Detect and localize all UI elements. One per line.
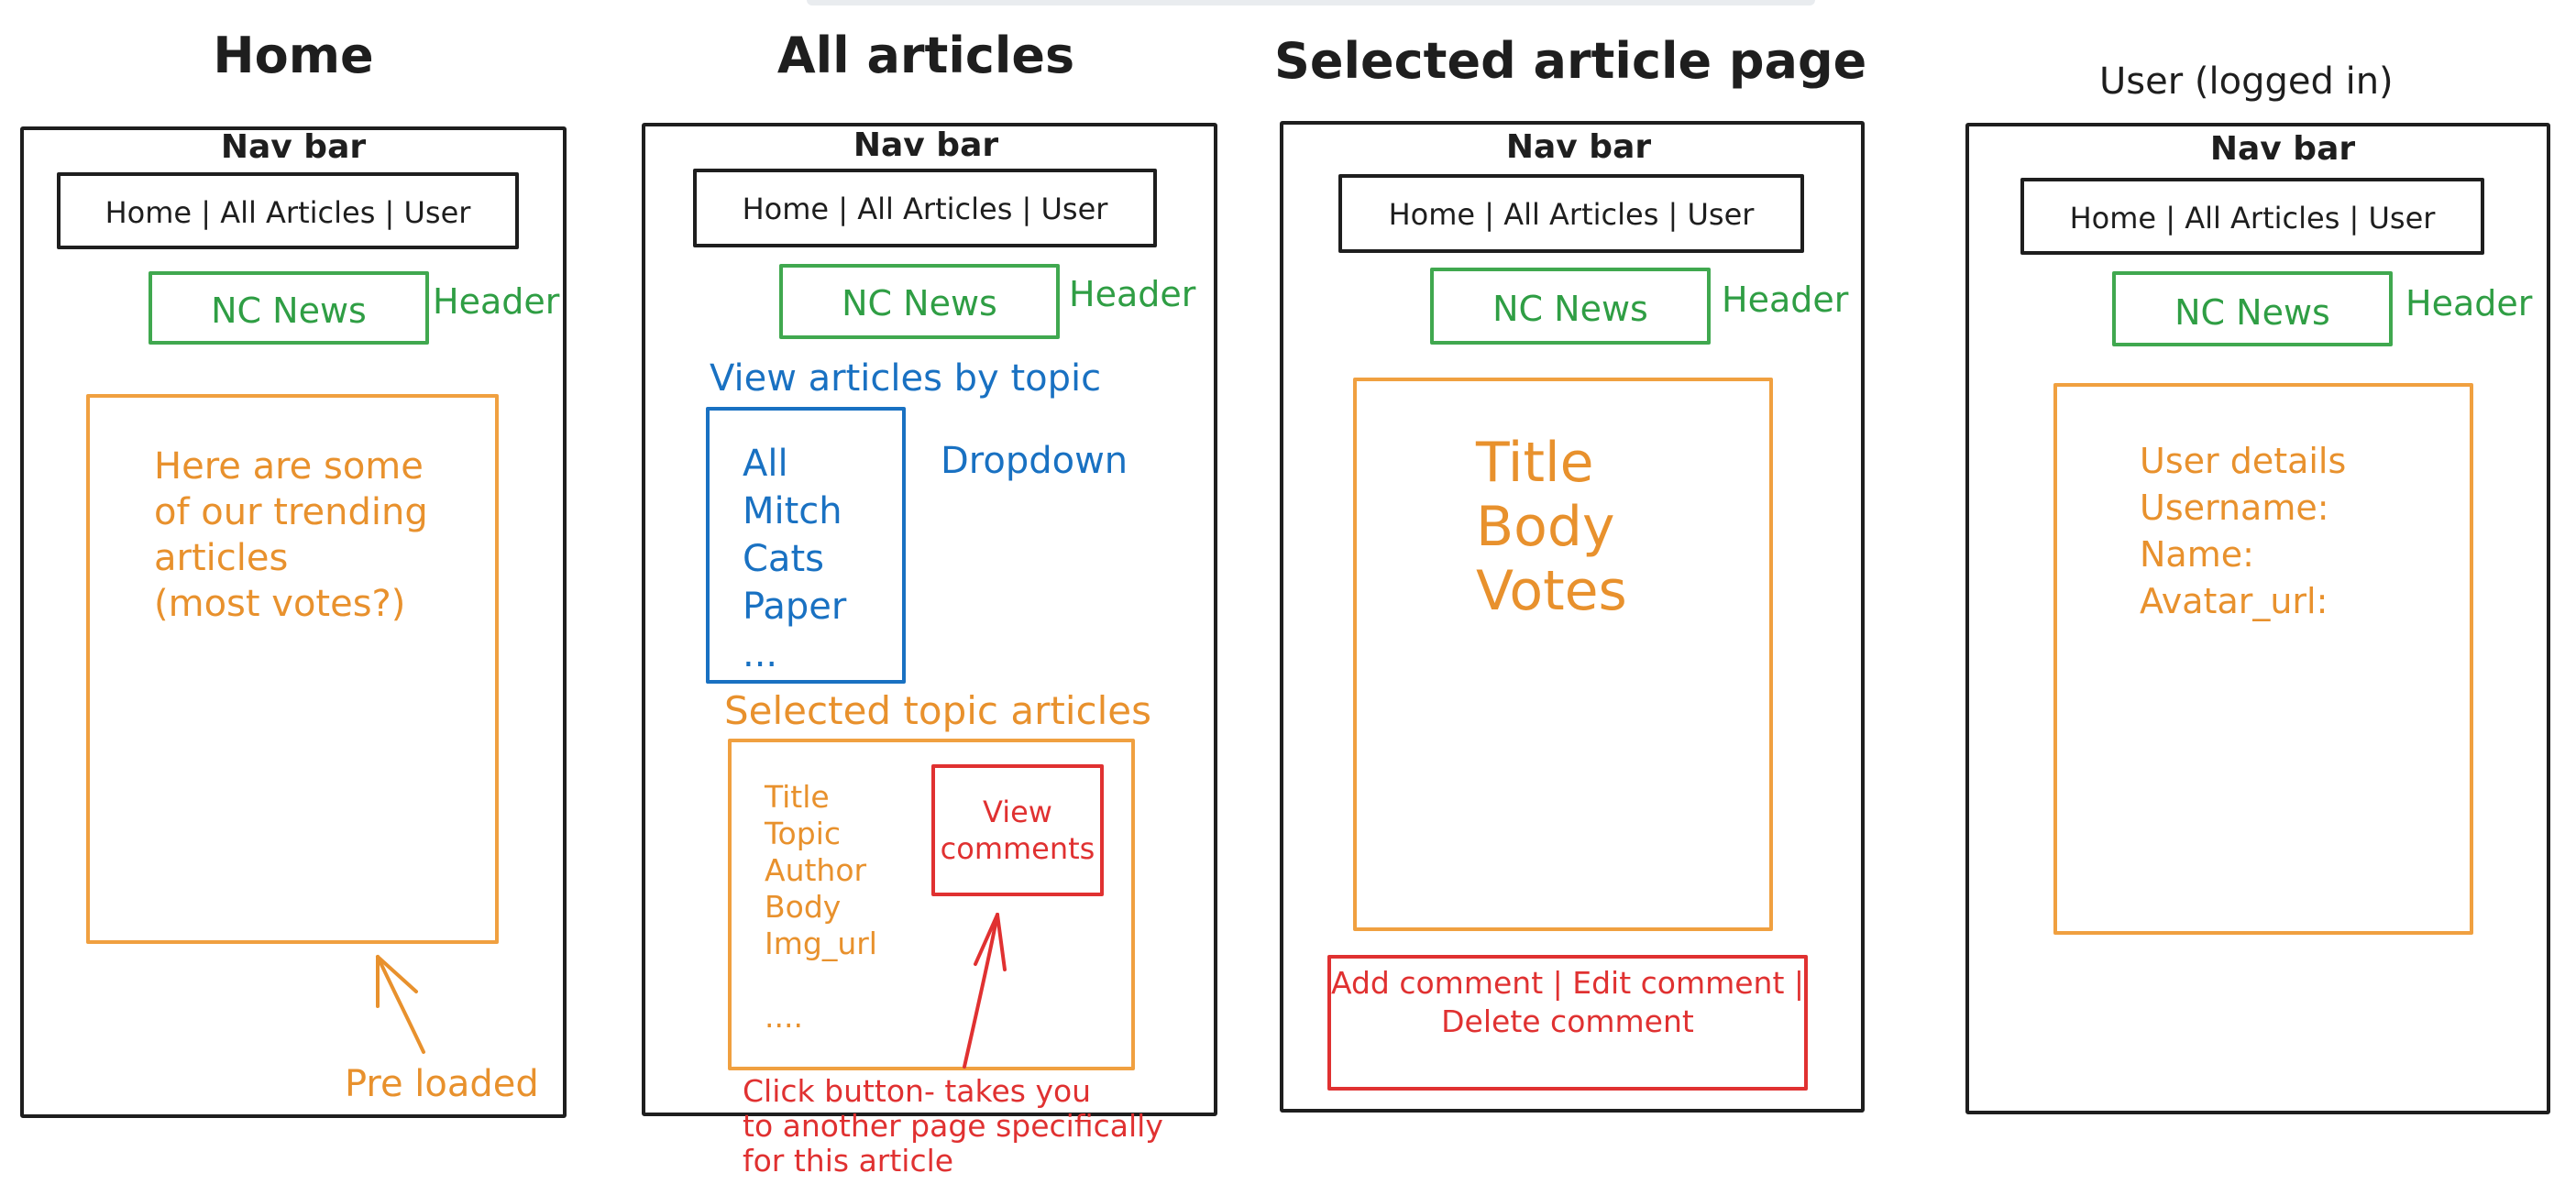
click-note-line: Click button- takes you — [743, 1073, 1092, 1109]
article-field-list: Title Topic Author Body Img_url .... — [765, 779, 877, 1036]
home-header-label: Header — [433, 281, 560, 322]
comment-actions-line[interactable]: Delete comment — [1441, 1003, 1694, 1039]
article-page-header-box: NC News — [1430, 268, 1711, 345]
home-header-box: NC News — [149, 271, 429, 345]
article-page-column-title: Selected article page — [1274, 32, 1867, 90]
home-trending-line: of our trending — [154, 491, 428, 533]
home-header-title: NC News — [211, 291, 367, 331]
selected-topic-heading: Selected topic articles — [724, 688, 1151, 733]
topic-dropdown[interactable] — [706, 407, 906, 684]
view-comments-line: comments — [940, 831, 1095, 866]
topic-option[interactable]: Paper — [743, 586, 847, 628]
preloaded-arrow — [376, 955, 425, 1054]
articles-header-box: NC News — [779, 264, 1060, 339]
home-nav-links: Home | All Articles | User — [105, 195, 471, 230]
home-trending-line: (most votes?) — [154, 583, 406, 625]
article-page-header-title: NC News — [1492, 289, 1648, 329]
click-note-line: to another page specifically — [743, 1108, 1163, 1144]
article-page-nav-label: Nav bar — [1505, 128, 1652, 166]
article-detail-line: Title — [1476, 431, 1594, 495]
user-header-label: Header — [2405, 283, 2533, 323]
user-nav-bar: Home | All Articles | User — [2020, 178, 2484, 255]
canvas-top-edge — [807, 0, 1815, 5]
comment-actions-line[interactable]: Add comment | Edit comment | — [1330, 965, 1805, 1001]
comment-actions-box[interactable] — [1327, 955, 1808, 1091]
home-trending-line: articles — [154, 537, 289, 579]
articles-phone-frame — [642, 123, 1217, 1116]
home-trending-line: Here are some — [154, 445, 424, 488]
article-field: Title — [765, 779, 830, 815]
user-details-box — [2053, 383, 2473, 935]
article-detail-line: Votes — [1476, 559, 1627, 623]
user-header-box: NC News — [2112, 271, 2393, 346]
articles-header-label: Header — [1069, 274, 1196, 314]
view-comments-arrow — [963, 913, 1007, 1069]
user-details-line: Username: — [2140, 488, 2329, 528]
article-field: Img_url — [765, 926, 877, 961]
article-page-nav-links: Home | All Articles | User — [1388, 197, 1755, 232]
article-page-phone-frame — [1280, 121, 1865, 1113]
view-comments-button[interactable] — [931, 764, 1104, 896]
article-page-header-label: Header — [1722, 280, 1849, 320]
dropdown-label: Dropdown — [941, 440, 1128, 482]
articles-nav-label: Nav bar — [853, 126, 999, 164]
view-comments-label: View comments — [931, 794, 1104, 867]
article-field: Author — [765, 852, 867, 888]
article-detail-text: Title Body Votes — [1476, 431, 1627, 623]
article-page-nav-bar: Home | All Articles | User — [1338, 174, 1804, 253]
view-comments-line: View — [983, 795, 1052, 829]
articles-column-title: All articles — [776, 27, 1075, 84]
article-field: Topic — [765, 816, 841, 851]
home-column-title: Home — [213, 27, 374, 84]
user-nav-links: Home | All Articles | User — [2069, 201, 2436, 236]
article-detail-line: Body — [1476, 495, 1615, 559]
user-nav-label: Nav bar — [2209, 130, 2356, 168]
user-phone-frame — [1965, 123, 2550, 1114]
articles-header-title: NC News — [842, 283, 997, 323]
topic-option[interactable]: ... — [743, 633, 778, 675]
topic-dropdown-options: All Mitch Cats Paper ... — [743, 440, 846, 678]
home-trending-text: Here are some of our trending articles (… — [154, 444, 428, 627]
topic-option[interactable]: Mitch — [743, 490, 842, 532]
article-field: Body — [765, 889, 842, 925]
articles-nav-bar: Home | All Articles | User — [693, 169, 1157, 247]
selected-articles-box — [728, 739, 1135, 1070]
user-header-title: NC News — [2174, 292, 2330, 333]
article-field: .... — [765, 999, 803, 1035]
topic-option[interactable]: All — [743, 443, 788, 485]
user-details-line: Name: — [2140, 534, 2254, 575]
user-details-text: User details Username: Name: Avatar_url: — [2140, 438, 2346, 625]
user-column-title: User (logged in) — [2099, 60, 2394, 103]
home-preloaded-note: Pre loaded — [345, 1063, 539, 1105]
articles-nav-links: Home | All Articles | User — [742, 192, 1108, 226]
topic-option[interactable]: Cats — [743, 538, 824, 580]
user-details-line: Avatar_url: — [2140, 581, 2328, 621]
click-note-line: for this article — [743, 1143, 954, 1179]
home-phone-frame — [20, 126, 567, 1118]
home-content-box — [86, 394, 499, 944]
home-nav-bar: Home | All Articles | User — [57, 172, 519, 249]
comment-actions-text: Add comment | Edit comment | Delete comm… — [1327, 964, 1808, 1041]
article-detail-box — [1353, 378, 1773, 931]
user-details-line: User details — [2140, 441, 2347, 481]
home-nav-label: Nav bar — [220, 128, 367, 166]
topic-heading: View articles by topic — [710, 357, 1102, 400]
click-button-note: Click button- takes you to another page … — [743, 1074, 1163, 1179]
